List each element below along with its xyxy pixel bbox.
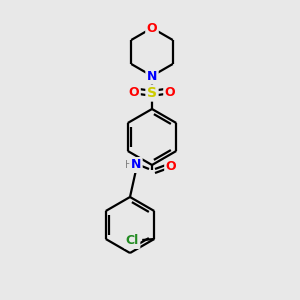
Text: O: O [147,22,157,34]
Text: O: O [166,160,176,173]
Text: H: H [124,160,132,170]
Text: O: O [165,85,175,98]
Text: N: N [147,70,157,83]
Text: O: O [129,85,139,98]
Text: S: S [147,86,157,100]
Text: N: N [131,158,141,172]
Text: Cl: Cl [126,235,139,248]
